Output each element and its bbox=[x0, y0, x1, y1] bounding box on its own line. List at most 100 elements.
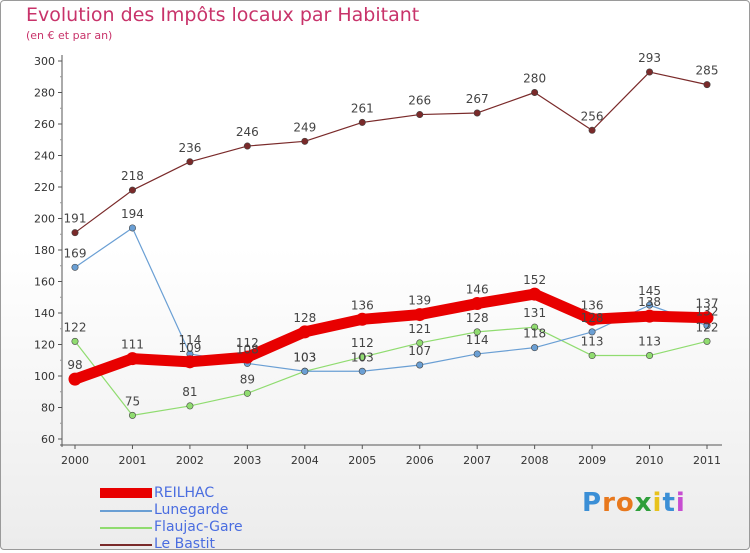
data-point bbox=[186, 158, 194, 166]
data-label: 136 bbox=[581, 298, 604, 312]
data-point bbox=[413, 308, 427, 322]
legend-swatch bbox=[100, 527, 152, 529]
y-tick-label: 140 bbox=[34, 307, 55, 320]
data-label: 128 bbox=[293, 311, 316, 325]
data-point bbox=[473, 350, 481, 358]
data-label: 122 bbox=[696, 320, 719, 334]
data-label: 266 bbox=[408, 94, 431, 108]
data-point bbox=[473, 109, 481, 117]
data-point bbox=[186, 402, 194, 410]
data-label: 107 bbox=[408, 344, 431, 358]
chart-title: Evolution des Impôts locaux par Habitant bbox=[26, 4, 420, 26]
data-label: 128 bbox=[581, 311, 604, 325]
data-point bbox=[700, 311, 714, 325]
data-label: 285 bbox=[696, 64, 719, 78]
data-label: 293 bbox=[638, 51, 661, 65]
series-line bbox=[69, 288, 713, 385]
data-point bbox=[71, 263, 79, 271]
data-label: 218 bbox=[121, 169, 144, 183]
data-label: 152 bbox=[523, 273, 546, 287]
data-point bbox=[646, 352, 654, 360]
data-point bbox=[473, 328, 481, 336]
data-label: 113 bbox=[581, 335, 604, 349]
x-tick-label: 2000 bbox=[61, 454, 89, 467]
data-label: 236 bbox=[178, 141, 201, 155]
legend-swatch bbox=[100, 510, 152, 512]
data-label: 194 bbox=[121, 207, 144, 221]
legend-label: Flaujac-Gare bbox=[154, 519, 243, 535]
data-label: 103 bbox=[351, 350, 374, 364]
data-label: 169 bbox=[64, 246, 87, 260]
data-label: 81 bbox=[182, 385, 197, 399]
data-label: 98 bbox=[67, 358, 82, 372]
x-tick-label: 2002 bbox=[176, 454, 204, 467]
data-point bbox=[646, 301, 654, 309]
data-label: 145 bbox=[638, 284, 661, 298]
series-line bbox=[74, 326, 708, 416]
legend-swatch bbox=[100, 488, 152, 498]
data-point bbox=[68, 372, 82, 386]
data-label: 128 bbox=[466, 311, 489, 325]
data-label: 114 bbox=[178, 333, 201, 347]
data-point bbox=[358, 367, 366, 375]
data-point bbox=[416, 361, 424, 369]
data-label: 112 bbox=[351, 336, 374, 350]
data-label: 103 bbox=[293, 350, 316, 364]
data-point bbox=[646, 68, 654, 76]
proxiti-logo: Proxiti bbox=[582, 488, 686, 518]
data-point bbox=[531, 344, 539, 352]
legend-swatch bbox=[100, 544, 152, 546]
y-tick-label: 220 bbox=[34, 181, 55, 194]
data-point bbox=[240, 350, 254, 364]
y-tick-label: 180 bbox=[34, 244, 55, 257]
data-point bbox=[531, 323, 539, 331]
legend-label: Le Bastit bbox=[154, 536, 215, 552]
data-label: 280 bbox=[523, 72, 546, 86]
data-point bbox=[128, 186, 136, 194]
data-label: 108 bbox=[236, 342, 259, 356]
data-label: 111 bbox=[121, 338, 144, 352]
y-tick-label: 120 bbox=[34, 339, 55, 352]
x-tick-label: 2007 bbox=[463, 454, 491, 467]
data-label: 249 bbox=[293, 120, 316, 134]
data-point bbox=[125, 352, 139, 366]
data-point bbox=[470, 297, 484, 311]
y-tick-label: 200 bbox=[34, 213, 55, 226]
x-tick-label: 2005 bbox=[348, 454, 376, 467]
data-label: 131 bbox=[523, 306, 546, 320]
data-label: 118 bbox=[523, 327, 546, 341]
data-point bbox=[703, 337, 711, 345]
logo-letter: i bbox=[652, 488, 663, 518]
data-label: 132 bbox=[696, 305, 719, 319]
y-tick-label: 60 bbox=[41, 433, 55, 446]
data-point bbox=[585, 312, 599, 326]
x-tick-label: 2011 bbox=[693, 454, 721, 467]
y-tick-label: 100 bbox=[34, 370, 55, 383]
data-point bbox=[243, 142, 251, 150]
legend-label: Lunegarde bbox=[154, 502, 229, 518]
data-point bbox=[71, 337, 79, 345]
y-tick-label: 160 bbox=[34, 276, 55, 289]
data-label: 109 bbox=[178, 341, 201, 355]
data-label: 246 bbox=[236, 125, 259, 139]
data-label: 136 bbox=[351, 298, 374, 312]
data-point bbox=[416, 339, 424, 347]
data-label: 139 bbox=[408, 294, 431, 308]
data-point bbox=[588, 126, 596, 134]
data-label: 89 bbox=[240, 372, 255, 386]
data-label: 114 bbox=[466, 333, 489, 347]
data-label: 103 bbox=[293, 350, 316, 364]
data-label: 191 bbox=[64, 212, 87, 226]
data-point bbox=[71, 229, 79, 237]
x-tick-label: 2006 bbox=[406, 454, 434, 467]
logo-letter: o bbox=[615, 488, 635, 518]
y-tick-label: 80 bbox=[41, 402, 55, 415]
legend-label: REILHAC bbox=[154, 485, 215, 501]
x-tick-label: 2004 bbox=[291, 454, 319, 467]
data-point bbox=[588, 328, 596, 336]
x-tick-label: 2008 bbox=[521, 454, 549, 467]
x-tick-label: 2010 bbox=[636, 454, 664, 467]
y-tick-label: 260 bbox=[34, 118, 55, 131]
logo-letter: P bbox=[582, 488, 603, 518]
